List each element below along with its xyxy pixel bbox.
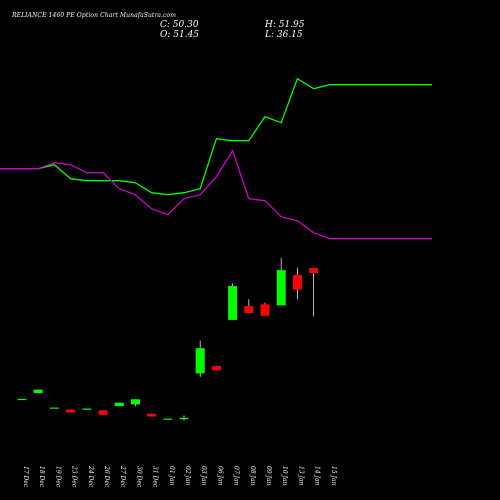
candle	[309, 268, 319, 317]
x-tick-label: 24 Dec	[87, 465, 94, 488]
candle-body	[33, 389, 43, 394]
x-tick-label: 06 Jan	[216, 466, 223, 486]
candle-body	[66, 409, 76, 413]
candle-body	[276, 270, 286, 306]
candle-body	[260, 304, 270, 316]
candle	[82, 408, 92, 410]
candle-body	[244, 306, 254, 313]
x-tick-label: 10 Jan	[281, 466, 288, 486]
ohlc-close: C: 50.30	[160, 20, 199, 30]
candle	[195, 340, 205, 377]
candle-body	[98, 410, 108, 415]
candle	[211, 366, 221, 371]
candle	[33, 389, 43, 394]
x-axis-ticks: 17 Dec 18 Dec 19 Dec 23 Dec 24 Dec 26 Dec 27 D…	[22, 465, 337, 488]
candle	[276, 257, 286, 306]
x-tick-label: 13 Jan	[297, 466, 304, 486]
x-tick-label: 09 Jan	[265, 466, 272, 486]
candle	[98, 410, 108, 415]
indicator-lines	[0, 77, 432, 240]
ohlc-low: L: 36.15	[265, 30, 303, 40]
x-tick-label: 15 Jan	[330, 466, 337, 486]
x-tick-label: 30 Dec	[135, 466, 142, 488]
ohlc-open: O: 51.45	[160, 30, 200, 40]
x-tick-label: 01 Jan	[168, 466, 175, 486]
candle	[292, 267, 302, 300]
candle	[49, 407, 59, 409]
indicator-line-1	[0, 77, 432, 196]
candle	[244, 299, 254, 313]
candle-body	[309, 268, 319, 273]
indicator-line-2	[0, 149, 432, 240]
chart-title: RELIANCE 1460 PE Option Chart MunafaSutr…	[12, 12, 177, 19]
x-tick-label: 02 Jan	[184, 466, 191, 486]
candle-body	[195, 348, 205, 374]
x-tick-label: 08 Jan	[249, 466, 256, 486]
candle	[228, 283, 238, 320]
candle	[163, 418, 173, 420]
candle-body	[163, 418, 173, 420]
x-tick-label: 27 Dec	[119, 465, 126, 488]
x-tick-label: 26 Dec	[103, 465, 110, 488]
candle-body	[49, 407, 59, 409]
candle	[179, 415, 189, 421]
candle	[66, 409, 76, 413]
x-tick-label: 23 Dec	[71, 465, 78, 488]
candle-body	[130, 399, 140, 405]
candle	[260, 302, 270, 316]
x-tick-label: 31 Dec	[152, 466, 159, 488]
candle	[114, 402, 124, 407]
candle-body	[114, 402, 124, 407]
ohlc-high: H: 51.95	[265, 20, 305, 30]
candle-body	[211, 366, 221, 371]
candle	[130, 399, 140, 407]
candle-body	[147, 413, 157, 417]
x-tick-label: 07 Jan	[233, 466, 240, 486]
x-tick-label: 18 Dec	[38, 466, 45, 488]
candle	[147, 413, 157, 417]
x-tick-label: 03 Jan	[200, 466, 207, 486]
candlesticks	[17, 257, 319, 421]
candle-body	[292, 275, 302, 290]
x-tick-label: 17 Dec	[22, 466, 29, 488]
candle-body	[228, 286, 238, 320]
x-tick-label: 19 Dec	[54, 466, 61, 488]
candle-body	[82, 408, 92, 410]
candle	[17, 398, 27, 401]
candle-body	[17, 398, 27, 401]
candle-body	[179, 417, 189, 420]
x-tick-label: 14 Jan	[314, 466, 321, 486]
